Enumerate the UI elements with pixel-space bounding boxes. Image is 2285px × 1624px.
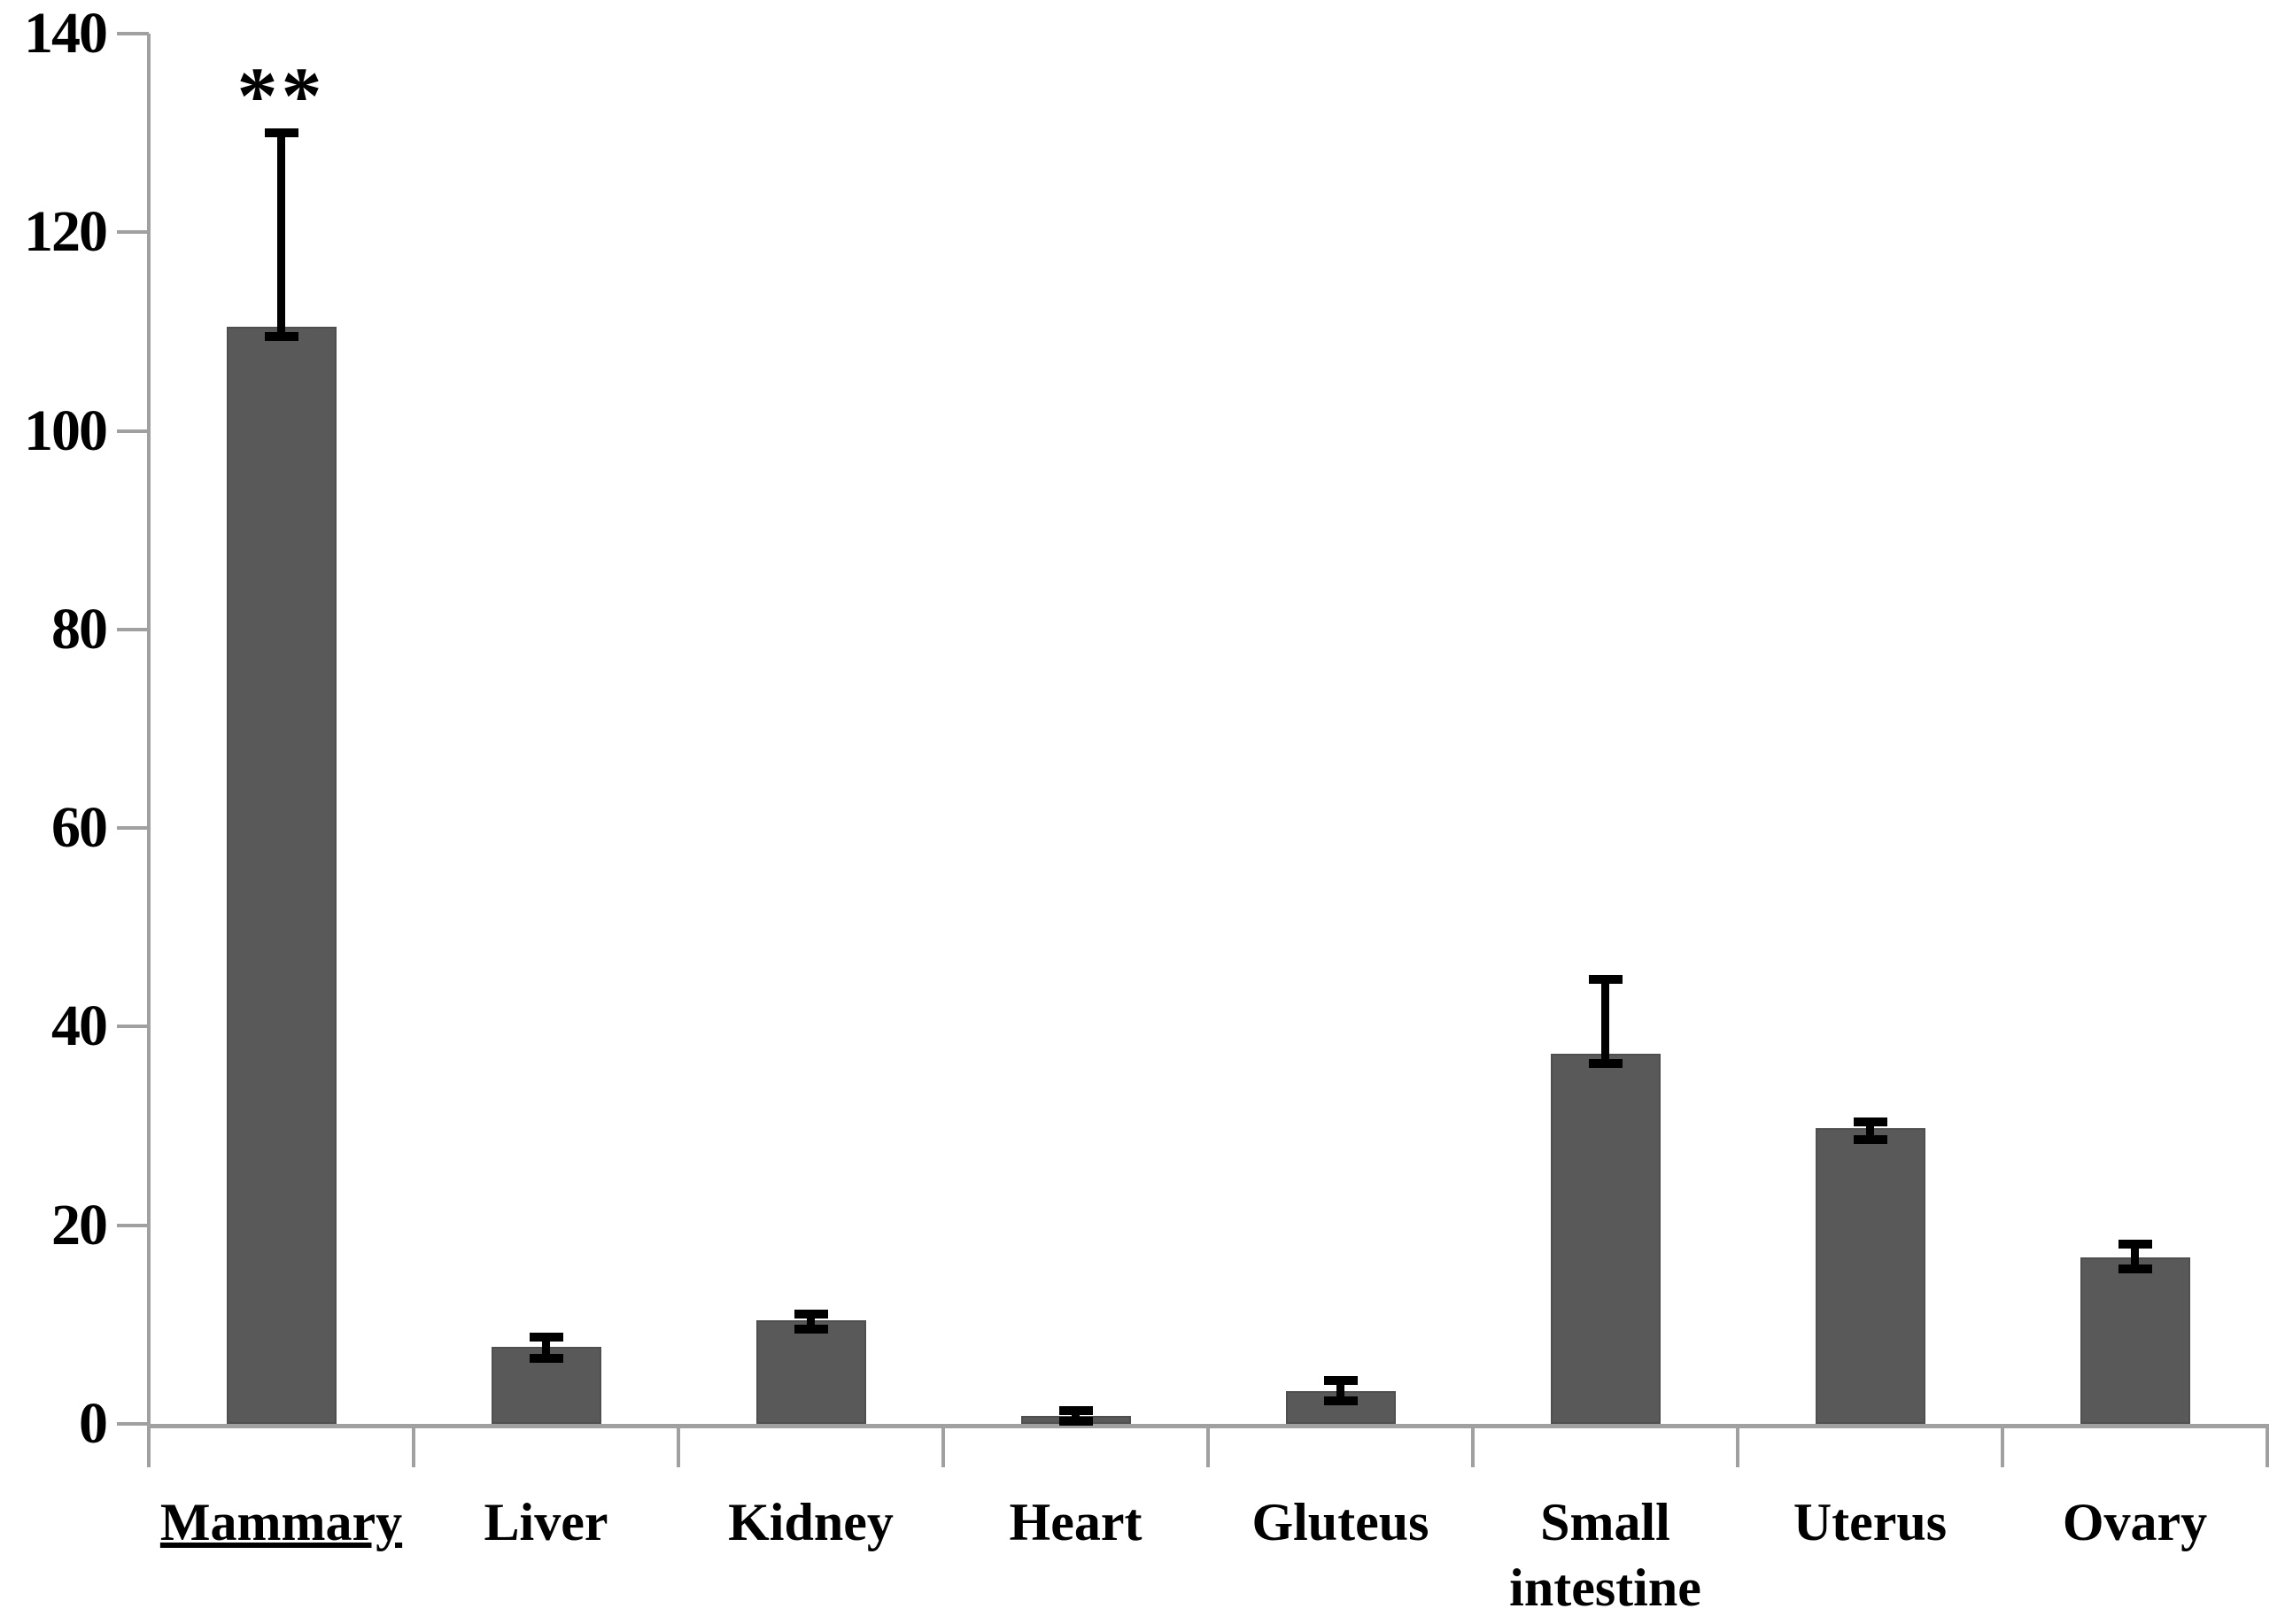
- error-bar-line: [542, 1337, 550, 1358]
- x-axis-label-liver: Liver: [484, 1493, 608, 1551]
- y-tick-label: 120: [24, 199, 108, 265]
- x-axis-label-mammary: Mammary: [159, 1493, 403, 1551]
- y-axis-tick: [117, 230, 149, 235]
- y-tick-label: 0: [79, 1391, 108, 1456]
- bar-mammary: [226, 326, 337, 1424]
- x-axis-tick: [941, 1428, 945, 1467]
- error-bar-line: [1601, 978, 1609, 1063]
- x-axis-line: [147, 1424, 2269, 1428]
- error-bar-bottom-cap: [794, 1325, 828, 1334]
- x-axis-label-ovary: Ovary: [2062, 1493, 2208, 1551]
- x-axis-tick: [677, 1428, 680, 1467]
- x-axis-label-gluteus: Gluteus: [1251, 1493, 1429, 1551]
- significance-marker: **: [236, 50, 326, 142]
- error-bar-bottom-cap: [1058, 1416, 1093, 1426]
- y-axis-tick: [117, 826, 149, 831]
- error-bar-line: [1336, 1380, 1344, 1402]
- error-bar-line: [1866, 1122, 1874, 1141]
- y-tick-label: 20: [51, 1192, 108, 1257]
- y-axis-tick: [117, 429, 149, 433]
- y-axis-line: [147, 34, 151, 1463]
- y-tick-label: 40: [51, 994, 108, 1059]
- error-bar-line: [807, 1313, 815, 1330]
- x-axis-tick: [2266, 1428, 2269, 1467]
- error-bar-top-cap: [1588, 974, 1623, 984]
- bar-uterus: [1815, 1127, 1925, 1424]
- y-axis-tick: [117, 1025, 149, 1029]
- x-axis-tick: [147, 1428, 151, 1467]
- y-tick-label: 100: [24, 398, 108, 463]
- x-axis-label-uterus: Uterus: [1793, 1493, 1948, 1551]
- x-axis-tick: [1736, 1428, 1739, 1467]
- error-bar-top-cap: [1058, 1406, 1093, 1416]
- y-axis-tick: [117, 1223, 149, 1227]
- x-axis-label-kidney: Kidney: [728, 1493, 894, 1551]
- error-bar-top-cap: [794, 1309, 828, 1319]
- x-axis-tick: [1206, 1428, 1210, 1467]
- error-bar-line: [2131, 1244, 2139, 1270]
- y-tick-label: 60: [51, 795, 108, 861]
- y-axis-tick: [117, 1422, 149, 1426]
- error-bar-bottom-cap: [1588, 1058, 1623, 1068]
- error-bar-bottom-cap: [1853, 1135, 1887, 1145]
- bar-small-intestine: [1550, 1053, 1661, 1424]
- x-axis-tick: [412, 1428, 415, 1467]
- x-axis-label-small-intestine: Small intestine: [1509, 1493, 1701, 1617]
- y-axis-tick: [117, 32, 149, 35]
- error-bar-bottom-cap: [529, 1353, 563, 1363]
- y-tick-label: 80: [51, 596, 108, 661]
- error-bar-line: [277, 133, 285, 337]
- error-bar-bottom-cap: [264, 332, 298, 342]
- y-tick-label: 140: [24, 1, 108, 66]
- y-axis-tick: [117, 627, 149, 631]
- x-axis-tick: [1471, 1428, 1475, 1467]
- error-bar-top-cap: [529, 1333, 563, 1342]
- x-axis-label-heart: Heart: [1009, 1493, 1142, 1551]
- error-bar-top-cap: [1853, 1117, 1887, 1127]
- error-bar-top-cap: [264, 128, 298, 138]
- error-bar-top-cap: [2118, 1240, 2152, 1249]
- bar-kidney: [755, 1320, 866, 1424]
- error-bar-bottom-cap: [2118, 1264, 2152, 1274]
- error-bar-top-cap: [1323, 1375, 1358, 1385]
- error-bar-bottom-cap: [1323, 1396, 1358, 1406]
- x-axis-tick: [2001, 1428, 2004, 1467]
- error-bar-line: [1072, 1411, 1080, 1421]
- bar-ovary: [2080, 1257, 2190, 1424]
